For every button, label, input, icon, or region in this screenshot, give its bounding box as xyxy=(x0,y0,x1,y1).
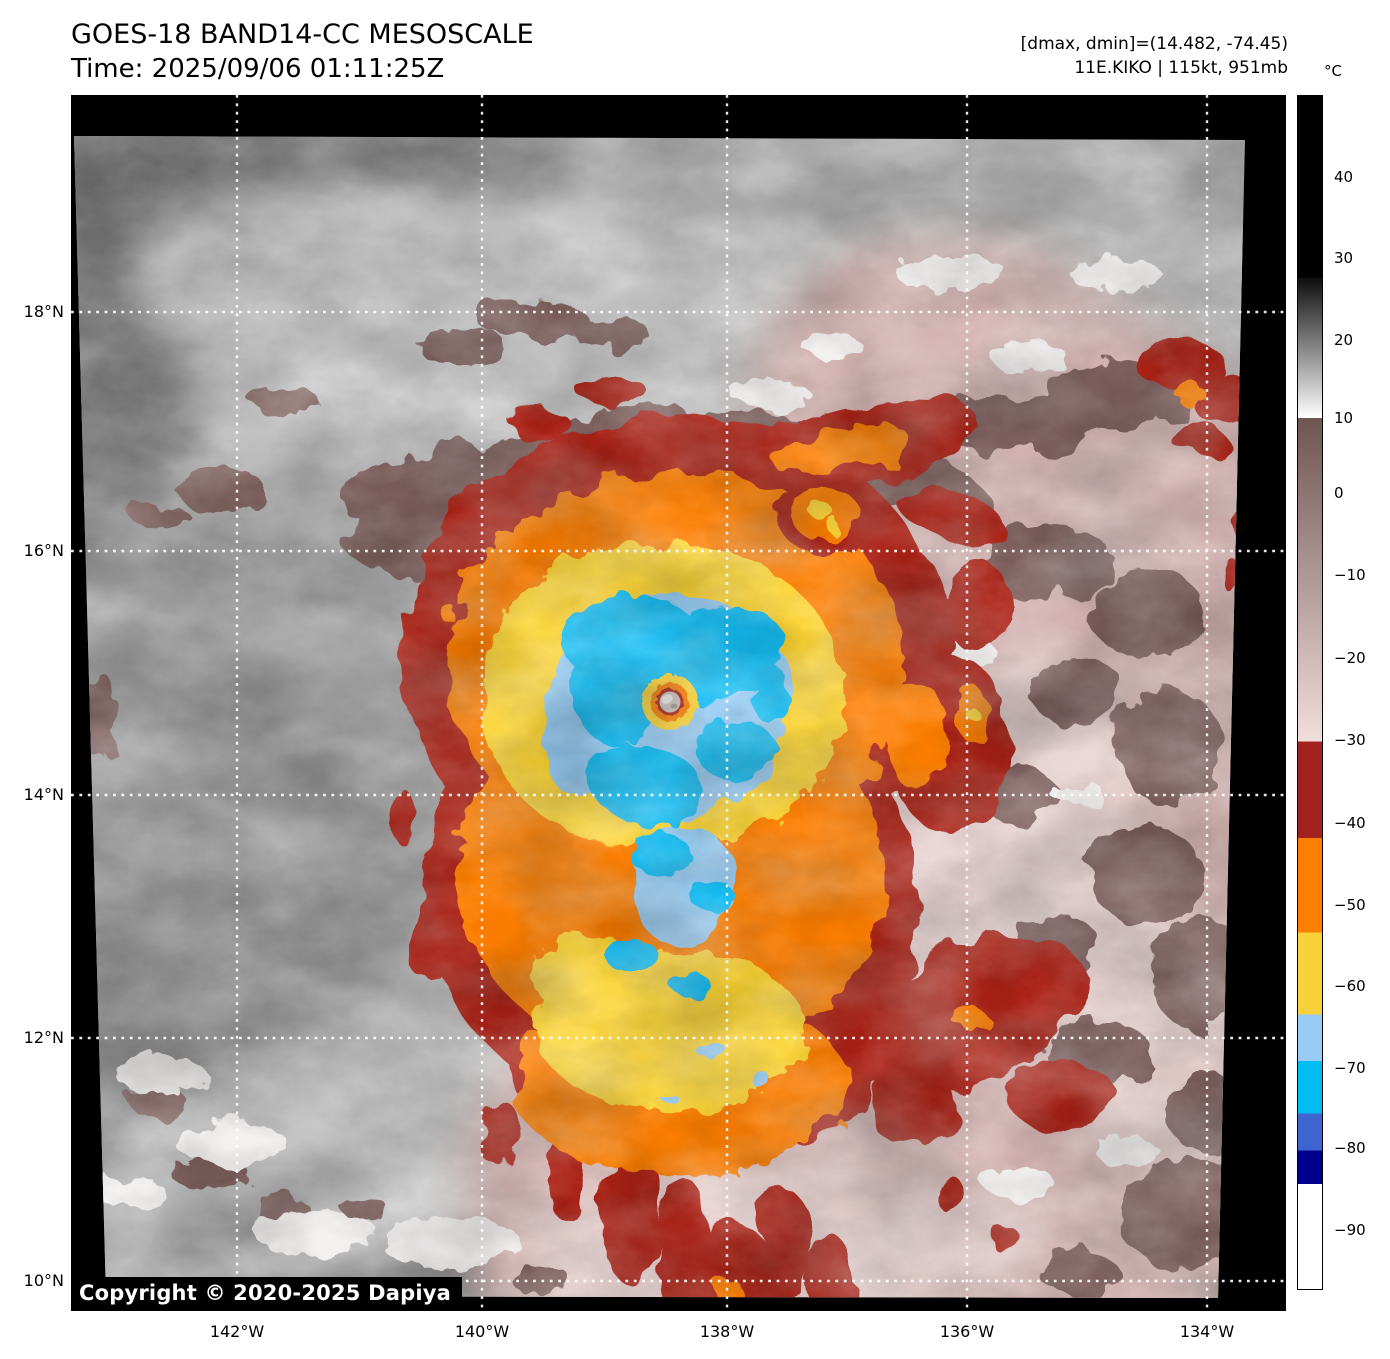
lat-tick-label: 12°N xyxy=(23,1028,64,1047)
lon-tick-label: 134°W xyxy=(1179,1322,1235,1341)
colorbar-tick-label: 0 xyxy=(1334,483,1344,502)
imagery-clip-group xyxy=(74,136,1245,1298)
storm-intensity-label: 11E.KIKO | 115kt, 951mb xyxy=(1074,58,1288,78)
colorbar-tick-label: 30 xyxy=(1334,248,1354,267)
colorbar-tick-label: 40 xyxy=(1334,168,1354,187)
texture-dark xyxy=(74,136,1245,1298)
colorbar-tick-label: 10 xyxy=(1334,408,1354,427)
lat-tick-label: 10°N xyxy=(23,1271,64,1290)
colorbar-tick-label: −60 xyxy=(1334,977,1366,996)
lon-tick-label: 142°W xyxy=(209,1322,265,1341)
colorbar-tick-label: 20 xyxy=(1334,330,1354,349)
lat-tick-label: 16°N xyxy=(23,541,64,560)
lat-tick-label: 18°N xyxy=(23,302,64,321)
colorbar-tick-label: −80 xyxy=(1334,1138,1366,1157)
colorbar-tick-label: −70 xyxy=(1334,1058,1366,1077)
lon-tick-label: 138°W xyxy=(699,1322,755,1341)
lon-tick-label: 136°W xyxy=(939,1322,995,1341)
colorbar-tick-label: −50 xyxy=(1334,896,1366,915)
dmax-dmin-label: [dmax, dmin]=(14.482, -74.45) xyxy=(1020,34,1288,54)
satellite-imagery xyxy=(71,95,1286,1311)
map-canvas xyxy=(71,95,1286,1311)
colorbar-tick-label: −90 xyxy=(1334,1221,1366,1240)
lon-tick-label: 140°W xyxy=(454,1322,510,1341)
lat-tick-label: 14°N xyxy=(23,785,64,804)
colorbar-tick-label: −10 xyxy=(1334,566,1366,585)
colorbar-unit-label: °C xyxy=(1324,62,1342,80)
page-title: GOES-18 BAND14-CC MESOSCALE xyxy=(71,19,534,50)
copyright-badge: Copyright © 2020-2025 Dapiya xyxy=(71,1277,462,1310)
colorbar-tick-label: −30 xyxy=(1334,731,1366,750)
colorbar-tick-label: −20 xyxy=(1334,648,1366,667)
colorbar xyxy=(1297,95,1323,1290)
timestamp-label: Time: 2025/09/06 01:11:25Z xyxy=(71,54,445,84)
colorbar-tick-label: −40 xyxy=(1334,813,1366,832)
